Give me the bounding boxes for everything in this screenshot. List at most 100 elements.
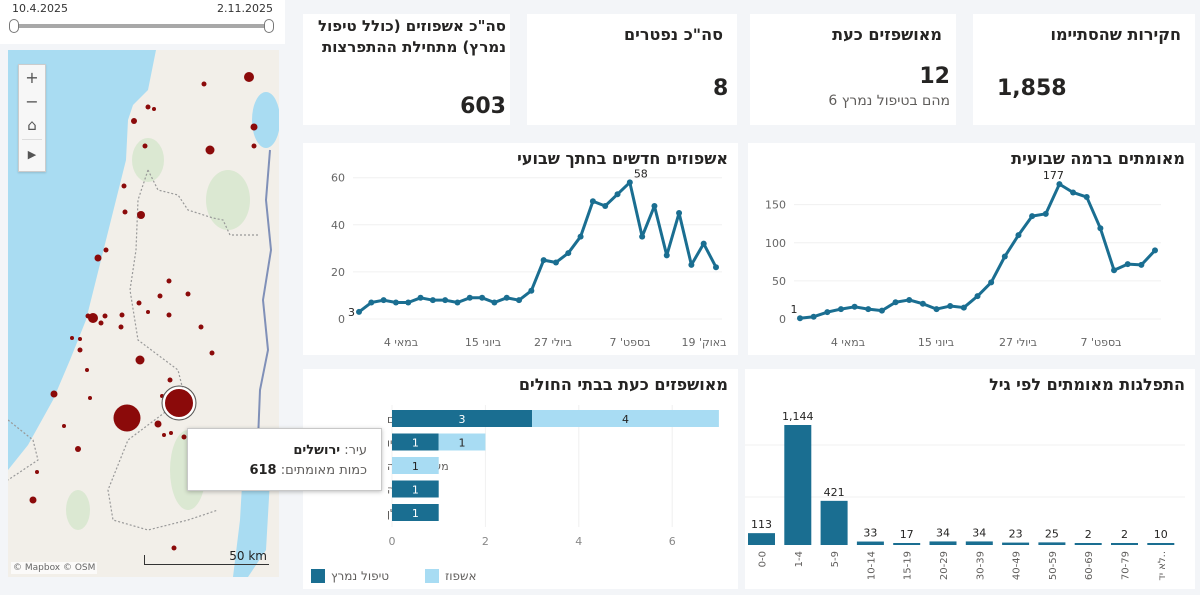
play-icon[interactable]: ▶ xyxy=(27,147,37,161)
svg-text:50: 50 xyxy=(772,275,786,288)
kpi-title: סה"כ אשפוזים (כולל טיפול נמרץ) מתחילת הה… xyxy=(318,17,506,56)
svg-text:150: 150 xyxy=(765,199,786,212)
lake-icon xyxy=(252,92,279,148)
svg-text:4: 4 xyxy=(622,413,629,426)
legend-item-icu[interactable]: טיפול נמרץ xyxy=(311,569,389,583)
chart-title: מאושפזים כעת בבתי החולים xyxy=(518,375,728,394)
scale-label: 50 km xyxy=(229,549,267,563)
line-chart-plot[interactable]: 0 20 40 60 3 58 במאי 4 ביוני 15 ביולי 27 בספט' 7 ב… xyxy=(303,143,738,355)
svg-text:1: 1 xyxy=(412,507,419,520)
tooltip-count-label: כמות מאומתים: xyxy=(280,463,367,478)
svg-text:באוק' 19: באוק' 19 xyxy=(681,336,726,349)
kpi-completed-investigations: חקירות שהסתיימו 1,858 xyxy=(973,14,1195,125)
svg-text:177: 177 xyxy=(1043,169,1064,182)
line-chart-plot[interactable]: 0 50 100 150 1 177 במאי 4 ביוני 15 ביולי 27 בספט'… xyxy=(748,143,1195,355)
kpi-total-deaths: סה"כ נפטרים 8 xyxy=(527,14,737,125)
date-range-slicer: 10.4.2025 2.11.2025 xyxy=(0,0,285,44)
legend-item-hospitalization[interactable]: אשפוז xyxy=(425,569,477,583)
start-date-handle[interactable] xyxy=(9,19,19,33)
svg-text:30-39: 30-39 xyxy=(975,551,986,580)
weekly-confirmed-chart: מאומתים ברמה שבועית 0 50 100 150 1 177 במאי 4 ב… xyxy=(748,143,1195,355)
legend-swatch-icon xyxy=(425,569,440,583)
map-controls: + − ⌂ ▶ xyxy=(18,64,46,172)
home-icon[interactable]: ⌂ xyxy=(27,116,37,134)
legend-swatch-icon xyxy=(311,569,325,583)
chart-legend: טיפול נמרץ אשפוז xyxy=(311,569,477,583)
svg-text:34: 34 xyxy=(936,526,950,539)
cases-map[interactable]: + − ⌂ ▶ © Mapbox © OSM 50 km xyxy=(8,50,279,577)
scale-bar xyxy=(144,555,269,565)
svg-text:0-0: 0-0 xyxy=(758,551,769,567)
bar-chart-plot[interactable]: 113 0-0 1,144 1-4 421 5-9 33 10-14 17 15-19 34 20-2… xyxy=(745,369,1195,589)
svg-text:10-14: 10-14 xyxy=(866,551,877,580)
kpi-subtext: מהם בטיפול נמרץ 6 xyxy=(828,93,950,109)
svg-text:3: 3 xyxy=(348,306,355,319)
svg-text:70-79: 70-79 xyxy=(1121,551,1132,580)
jerusalem-bubble xyxy=(163,387,195,419)
zoom-out-button[interactable]: − xyxy=(25,91,39,111)
svg-text:לא יד..: לא יד.. xyxy=(1157,551,1168,581)
svg-text:1: 1 xyxy=(459,437,466,450)
map-attribution: © Mapbox © OSM xyxy=(11,562,98,574)
svg-text:40: 40 xyxy=(331,219,345,232)
weekly-hospitalizations-chart: אשפוזים חדשים בחתך שבועי 0 20 40 60 3 58 במאי … xyxy=(303,143,738,355)
svg-text:0: 0 xyxy=(338,313,345,326)
svg-text:4: 4 xyxy=(575,535,582,548)
svg-text:3: 3 xyxy=(459,413,466,426)
svg-text:15-19: 15-19 xyxy=(903,551,914,580)
svg-text:34: 34 xyxy=(972,526,986,539)
svg-text:10: 10 xyxy=(1154,528,1168,541)
tooltip-city-value: ירושלים xyxy=(293,443,341,458)
svg-text:ביוני 15: ביוני 15 xyxy=(465,336,501,349)
kpi-title: סה"כ נפטרים xyxy=(624,25,723,44)
svg-text:במאי 4: במאי 4 xyxy=(384,336,418,349)
chart-title: אשפוזים חדשים בחתך שבועי xyxy=(517,149,728,168)
chart-title: מאומתים ברמה שבועית xyxy=(1011,149,1185,168)
svg-text:25: 25 xyxy=(1045,527,1059,540)
tooltip-city-label: עיר: xyxy=(344,443,367,458)
svg-text:בספט' 7: בספט' 7 xyxy=(1080,336,1121,349)
kpi-value: 12 xyxy=(919,64,950,89)
svg-text:5-9: 5-9 xyxy=(830,551,841,567)
svg-text:100: 100 xyxy=(765,237,786,250)
kpi-title: חקירות שהסתיימו xyxy=(1050,25,1181,44)
svg-text:1: 1 xyxy=(791,303,798,316)
svg-text:1: 1 xyxy=(412,484,419,497)
kpi-title: מאושפזים כעת xyxy=(832,25,942,44)
svg-text:1-4: 1-4 xyxy=(794,551,805,567)
svg-text:1,144: 1,144 xyxy=(782,410,814,423)
svg-text:1: 1 xyxy=(412,437,419,450)
svg-text:2: 2 xyxy=(482,535,489,548)
age-distribution-chart: התפלגות מאומתים לפי גיל 113 0-0 1,144 1-4 42… xyxy=(745,369,1195,589)
map-canvas[interactable] xyxy=(8,50,279,577)
kpi-value: 8 xyxy=(713,76,729,101)
svg-text:113: 113 xyxy=(751,518,772,531)
kpi-value: 603 xyxy=(460,94,506,119)
legend-label: טיפול נמרץ xyxy=(331,569,390,583)
svg-text:60: 60 xyxy=(331,172,345,185)
svg-text:1: 1 xyxy=(412,460,419,473)
svg-text:זיו: זיו xyxy=(387,437,396,450)
svg-text:40-49: 40-49 xyxy=(1012,551,1023,580)
svg-text:0: 0 xyxy=(389,535,396,548)
svg-text:23: 23 xyxy=(1009,528,1023,541)
svg-text:0: 0 xyxy=(779,313,786,326)
end-date-handle[interactable] xyxy=(264,19,274,33)
end-date-label: 2.11.2025 xyxy=(217,2,273,15)
svg-text:ביוני 15: ביוני 15 xyxy=(918,336,954,349)
svg-text:ביולי 27: ביולי 27 xyxy=(999,336,1037,349)
kpi-total-hospitalizations: סה"כ אשפוזים (כולל טיפול נמרץ) מתחילת הה… xyxy=(303,14,510,125)
date-slider-track[interactable] xyxy=(14,24,268,28)
svg-text:6: 6 xyxy=(669,535,676,548)
start-date-label: 10.4.2025 xyxy=(12,2,68,15)
svg-text:ביולי 27: ביולי 27 xyxy=(534,336,572,349)
svg-text:58: 58 xyxy=(634,167,648,180)
svg-text:17: 17 xyxy=(900,528,914,541)
legend-label: אשפוז xyxy=(445,569,477,583)
svg-text:2: 2 xyxy=(1121,528,1128,541)
bar-chart-plot[interactable]: 0246הדסה עין כרם34זיו11מעיני הישועה1סורו… xyxy=(303,369,738,559)
zoom-in-button[interactable]: + xyxy=(25,67,39,87)
svg-text:421: 421 xyxy=(824,486,845,499)
svg-text:33: 33 xyxy=(863,527,877,540)
map-tooltip: עיר: ירושלים כמות מאומתים: 618 xyxy=(187,428,382,491)
